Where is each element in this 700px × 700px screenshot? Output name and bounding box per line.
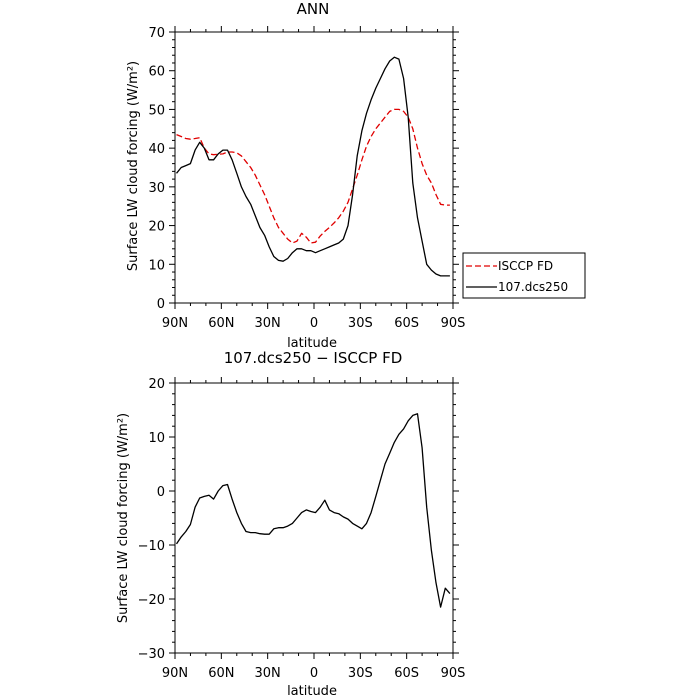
bottom-xtick-label: 30S (348, 666, 373, 681)
top-xtick-label: 90S (441, 316, 466, 331)
top-x-axis-title: latitude (287, 336, 337, 351)
bottom-xtick-label: 90N (162, 666, 188, 681)
top-xtick-label: 60N (208, 316, 234, 331)
top-xtick-label: 60S (394, 316, 419, 331)
top-title: ANN (297, 0, 330, 18)
bottom-xtick-label: 0 (310, 666, 318, 681)
bottom-ytick-label: −10 (138, 539, 165, 554)
top-xtick-label: 30N (255, 316, 281, 331)
top-ytick-label: 0 (157, 297, 165, 312)
bottom-series-line-0 (175, 413, 451, 608)
bottom-ytick-label: 0 (157, 485, 165, 500)
bottom-plot-frame (174, 382, 454, 654)
bottom-title: 107.dcs250 − ISCCP FD (224, 349, 403, 367)
top-series-line-0 (176, 108, 450, 244)
bottom-x-ticks: 90N 60N 30N 0 30S 60S 90S (162, 377, 466, 681)
top-ytick-label: 40 (148, 142, 165, 157)
bottom-xtick-label: 60S (394, 666, 419, 681)
bottom-xtick-label: 60N (208, 666, 234, 681)
top-ytick-label: 10 (148, 258, 165, 273)
bottom-xtick-label: 30N (255, 666, 281, 681)
top-xtick-label: 90N (162, 316, 188, 331)
top-ytick-label: 60 (148, 65, 165, 80)
bottom-panel: 107.dcs250 − ISCCP FD −30 −20 −10 0 10 20 90N… (116, 349, 465, 699)
top-xtick-label: 30S (348, 316, 373, 331)
legend: ISCCP FD 107.dcs250 (462, 252, 586, 299)
bottom-series-group (175, 413, 451, 608)
bottom-x-axis-title: latitude (287, 684, 337, 699)
bottom-ytick-label: −20 (138, 593, 165, 608)
legend-label-dcs250: 107.dcs250 (498, 280, 568, 294)
bottom-ytick-label: 20 (148, 377, 165, 392)
legend-label-isccp: ISCCP FD (498, 259, 553, 273)
top-y-axis-title: Surface LW cloud forcing (W/m²) (126, 61, 141, 271)
top-series-group (175, 56, 450, 277)
bottom-ytick-label: 10 (148, 431, 165, 446)
top-xtick-label: 0 (310, 316, 318, 331)
bottom-ytick-label: −30 (138, 647, 165, 662)
top-y-ticks: 0 10 20 30 40 50 60 70 (148, 26, 459, 312)
top-series-line-1 (175, 56, 450, 277)
legend-box (462, 252, 586, 299)
top-ytick-label: 20 (148, 220, 165, 235)
top-x-ticks: 90N 60N 30N 0 30S 60S 90S (162, 26, 466, 331)
top-ytick-label: 50 (148, 103, 165, 118)
bottom-y-axis-title: Surface LW cloud forcing (W/m²) (116, 413, 131, 623)
top-ytick-label: 30 (148, 181, 165, 196)
top-ytick-label: 70 (148, 26, 165, 41)
bottom-y-ticks: −30 −20 −10 0 10 20 (138, 377, 459, 662)
bottom-xtick-label: 90S (441, 666, 466, 681)
